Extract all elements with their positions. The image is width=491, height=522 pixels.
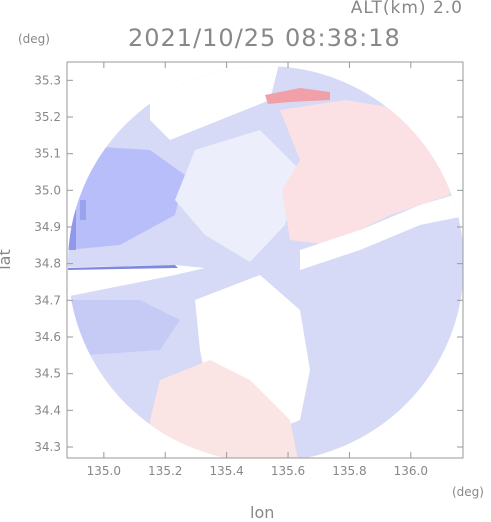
blocked-sector xyxy=(68,265,205,302)
x-axis-ticks: 135.0 135.2 135.4 135.6 135.8 136.0 xyxy=(87,62,428,478)
x-tick-label: 135.6 xyxy=(271,464,305,478)
x-tick-label: 135.2 xyxy=(148,464,182,478)
x-tick-label: 136.0 xyxy=(394,464,428,478)
y-unit-label: (deg) xyxy=(18,32,50,46)
x-tick-label: 135.0 xyxy=(87,464,121,478)
altitude-label: ALT(km) 2.0 xyxy=(350,0,463,18)
echo-neutral-upper xyxy=(175,130,300,262)
y-tick-label: 35.1 xyxy=(34,147,61,161)
echo-receding-lower xyxy=(150,360,300,458)
y-tick-label: 35.2 xyxy=(34,110,61,124)
y-tick-label: 34.9 xyxy=(34,220,61,234)
y-tick-label: 35.3 xyxy=(34,73,61,87)
radar-echo-field xyxy=(68,66,463,458)
echo-approaching-strong xyxy=(68,145,185,250)
y-tick-label: 35.0 xyxy=(34,183,61,197)
y-tick-label: 34.6 xyxy=(34,330,61,344)
y-axis-ticks: 35.3 35.2 35.1 35.0 34.9 34.8 34.7 34.6 34.5 34.4… xyxy=(34,73,463,454)
plot-frame xyxy=(66,61,464,459)
x-tick-label: 135.8 xyxy=(332,464,366,478)
echo-receding-upper xyxy=(280,100,450,245)
x-axis-title: lon xyxy=(250,503,275,522)
echo-neutral-band xyxy=(300,190,463,270)
x-unit-label: (deg) xyxy=(452,485,484,499)
y-tick-label: 34.3 xyxy=(34,440,61,454)
timestamp-title: 2021/10/25 08:38:18 xyxy=(128,24,401,52)
y-tick-label: 34.8 xyxy=(34,257,61,271)
y-tick-label: 34.4 xyxy=(34,403,61,417)
echo-approaching-lower xyxy=(68,300,180,355)
y-tick-label: 34.7 xyxy=(34,293,61,307)
y-tick-label: 34.5 xyxy=(34,367,61,381)
echo-receding-edge xyxy=(265,88,330,104)
x-tick-label: 135.4 xyxy=(209,464,243,478)
